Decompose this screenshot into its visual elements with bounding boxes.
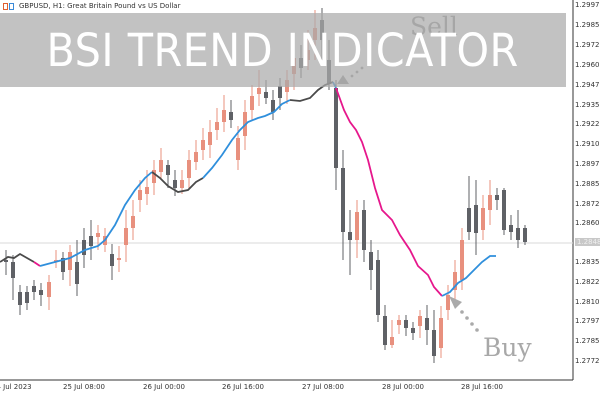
chart-title-bar: GBPUSD, H1: Great Britain Pound vs US Do… xyxy=(3,0,180,12)
price-label: 1.2772 xyxy=(575,357,600,365)
price-label: 1.2822 xyxy=(575,278,600,286)
title-banner: BSI TREND INDICATOR xyxy=(0,13,566,87)
price-label: 1.2860 xyxy=(575,219,600,227)
time-label: 25 Jul 08:00 xyxy=(63,383,105,391)
price-label: 1.2835 xyxy=(575,258,600,266)
price-label: 1.2960 xyxy=(575,61,600,69)
price-label: 1.2985 xyxy=(575,21,600,29)
price-label: 1.2810 xyxy=(575,298,600,306)
price-label: 1.2972 xyxy=(575,41,600,49)
price-label: 1.2935 xyxy=(575,101,600,109)
time-label: 28 Jul 16:00 xyxy=(461,383,503,391)
time-axis[interactable]: 24 Jul 2023 25 Jul 08:00 26 Jul 00:00 26… xyxy=(0,380,573,400)
price-label: 1.2797 xyxy=(575,317,600,325)
candlestick-series xyxy=(4,8,527,363)
time-label: 28 Jul 00:00 xyxy=(382,383,424,391)
price-label: 1.2897 xyxy=(575,160,600,168)
buy-annotation: Buy xyxy=(483,333,532,362)
price-axis[interactable]: 1.2997 1.2985 1.2972 1.2960 1.2947 1.293… xyxy=(573,0,600,380)
price-label: 1.2872 xyxy=(575,200,600,208)
time-label: 27 Jul 08:00 xyxy=(302,383,344,391)
dotted-arrow-up-left-icon xyxy=(449,296,479,332)
metatrader-logo-icon xyxy=(3,2,15,11)
symbol-title: GBPUSD, H1: Great Britain Pound vs US Do… xyxy=(19,2,181,10)
time-label: 24 Jul 2023 xyxy=(0,383,32,391)
time-label: 26 Jul 16:00 xyxy=(222,383,264,391)
price-label: 1.2785 xyxy=(575,337,600,345)
banner-title: BSI TREND INDICATOR xyxy=(46,23,520,77)
price-label: 1.2910 xyxy=(575,140,600,148)
time-label: 26 Jul 00:00 xyxy=(143,383,185,391)
price-label: 1.2997 xyxy=(575,1,600,9)
current-price-label: 1.2848 xyxy=(575,238,600,246)
price-label: 1.2885 xyxy=(575,180,600,188)
price-label: 1.2922 xyxy=(575,120,600,128)
price-label: 1.2947 xyxy=(575,81,600,89)
